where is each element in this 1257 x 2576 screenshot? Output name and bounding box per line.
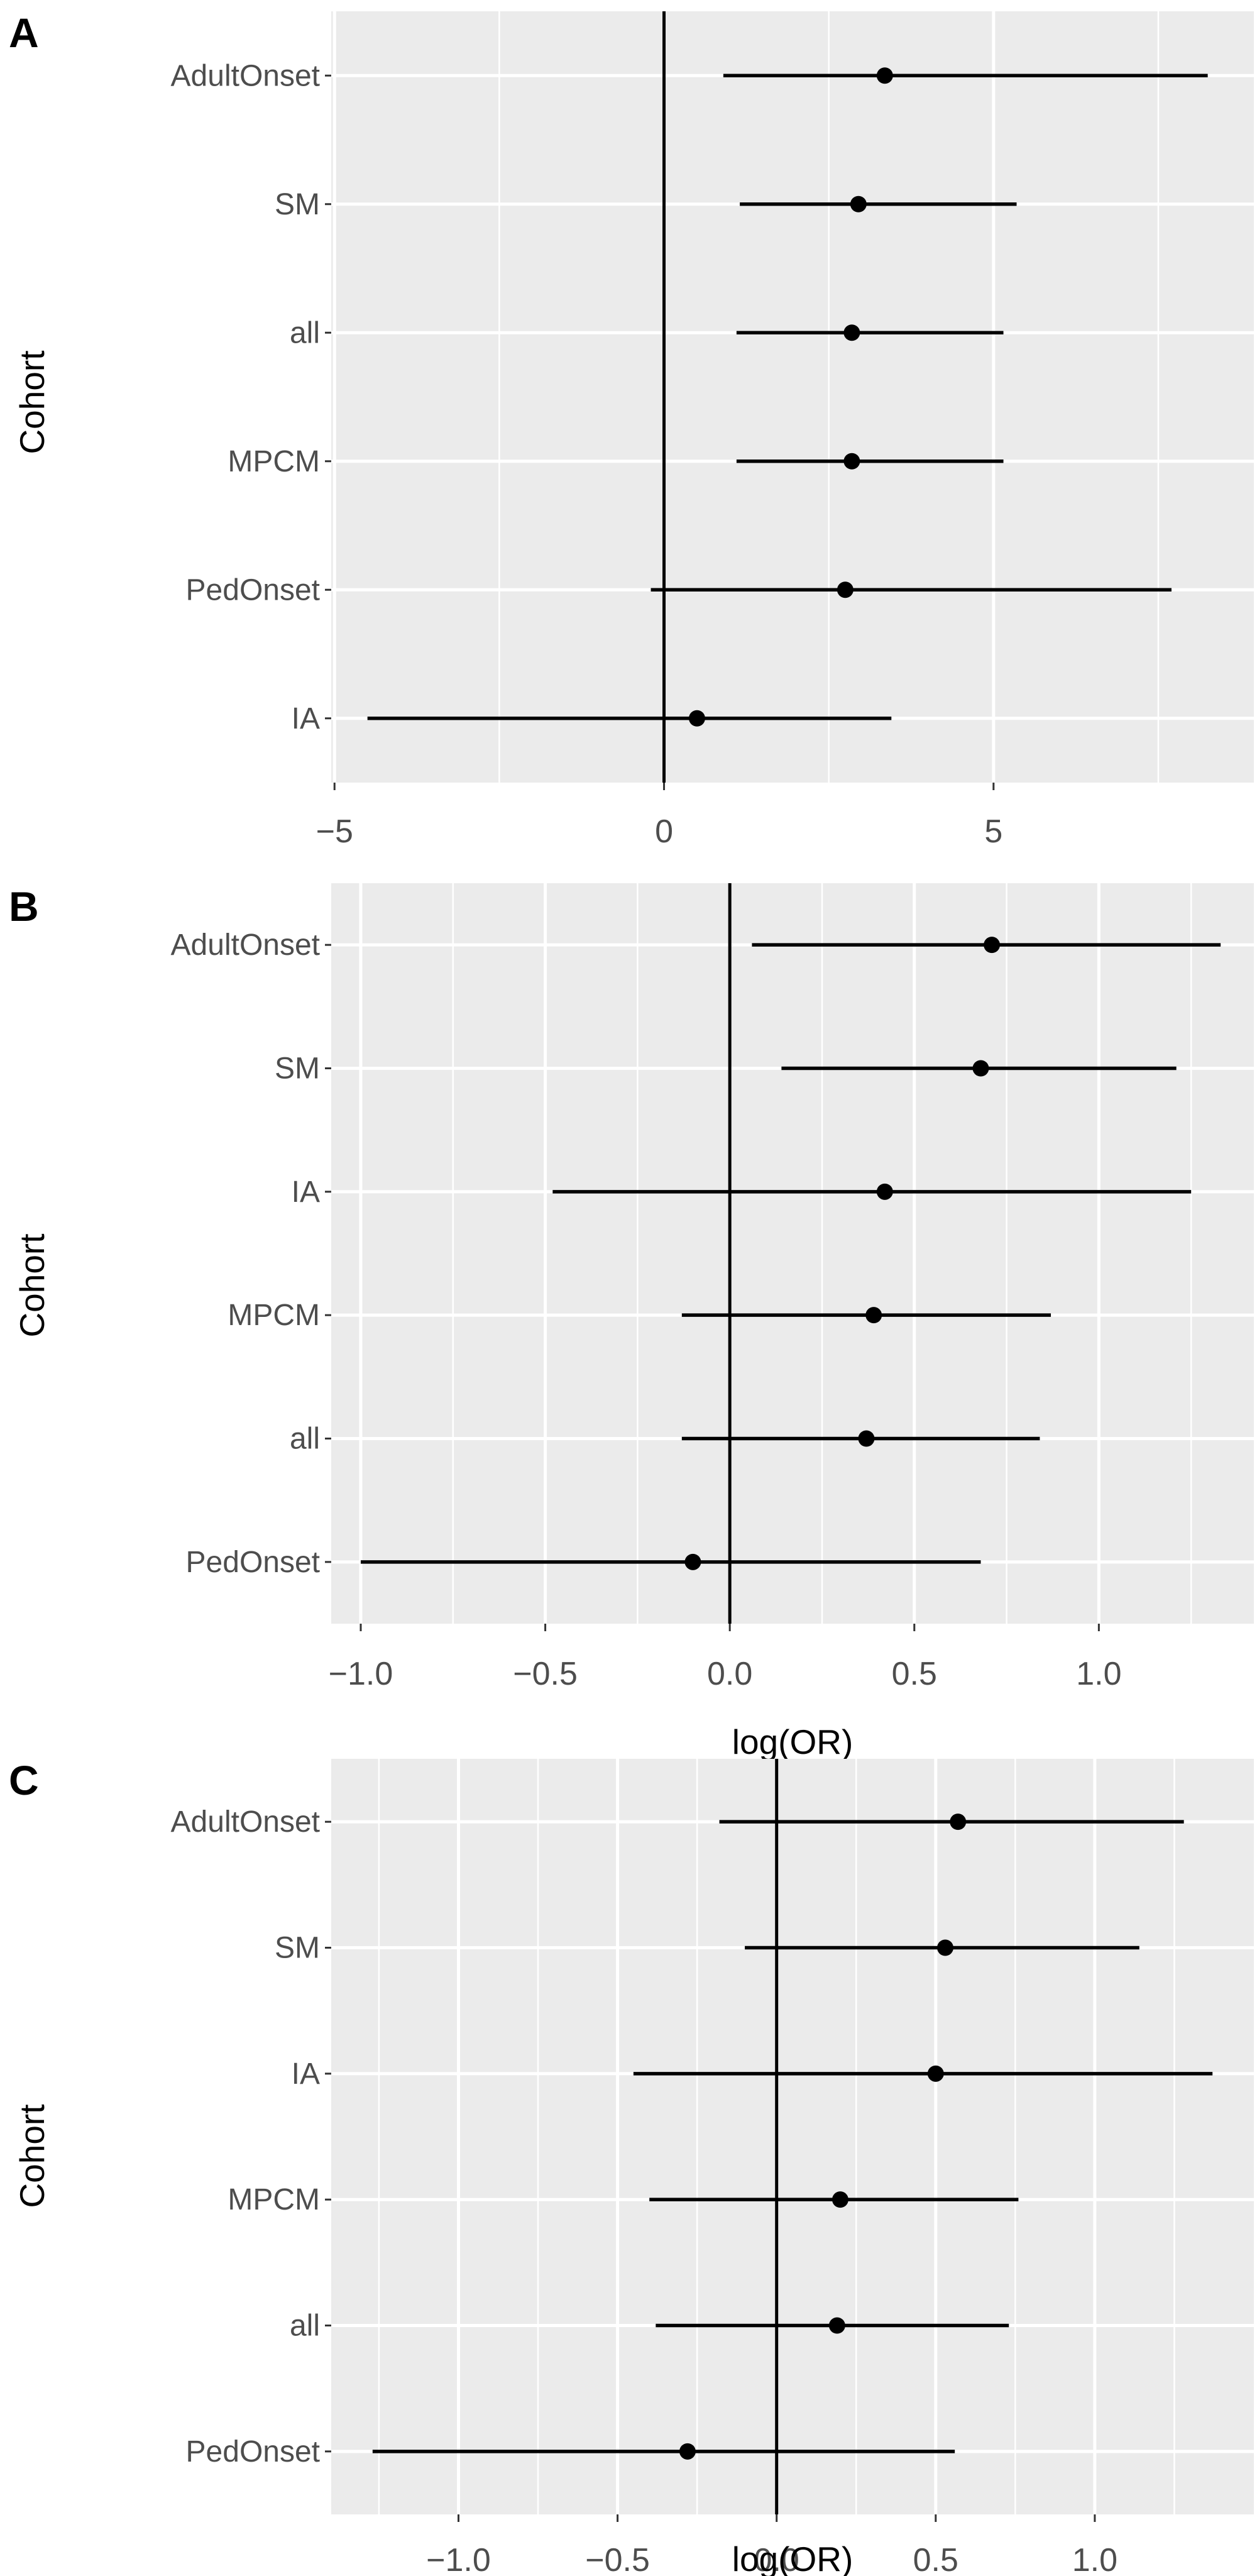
y-axis-title: Cohort [13, 2104, 52, 2208]
panel-c: AdultOnset SM IA MPCM all PedOnset −1.0 −0.5 0.0… [9, 1757, 1254, 2576]
x-tick-label: 0 [655, 813, 673, 850]
point-estimate-all [828, 2317, 845, 2334]
point-estimate-mpcm [865, 1307, 882, 1324]
x-tick-label: −0.5 [585, 2542, 650, 2576]
point-estimate-sm [972, 1060, 989, 1077]
plot-background [331, 1759, 1254, 2514]
point-estimate-ia [927, 2065, 944, 2082]
y-tick-label: AdultOnset [171, 1805, 320, 1839]
x-tick-label: −1.0 [329, 1656, 393, 1692]
y-tick-label: IA [292, 2057, 320, 2091]
point-estimate-pedonset [684, 1553, 701, 1570]
y-tick-label: PedOnset [186, 573, 320, 607]
point-estimate-all [858, 1430, 875, 1447]
x-axis-title: log(OR) [732, 1722, 854, 1761]
point-estimate-adultonset [876, 67, 893, 84]
y-tick-label: AdultOnset [171, 59, 320, 92]
point-estimate-mpcm [832, 2191, 848, 2208]
x-tick-label: 0.5 [892, 1656, 937, 1692]
x-tick-label: 1.0 [1076, 1656, 1121, 1692]
y-tick-label: SM [275, 1932, 320, 1965]
y-axis-title: Cohort [13, 1233, 52, 1337]
y-tick-label: all [290, 2309, 320, 2343]
y-tick-label: AdultOnset [171, 928, 320, 962]
y-tick-label: PedOnset [186, 1546, 320, 1579]
x-tick-label: −5 [316, 813, 353, 850]
x-tick-label: −0.5 [513, 1656, 578, 1692]
y-tick-label: all [290, 1423, 320, 1456]
panel-letter: C [9, 1757, 39, 1803]
point-estimate-ia [876, 1183, 893, 1200]
y-tick-label: all [290, 316, 320, 350]
point-estimate-all [843, 324, 860, 341]
y-tick-label: MPCM [228, 2183, 320, 2216]
point-estimate-sm [936, 1939, 953, 1956]
panel-b: AdultOnset SM IA MPCM all PedOnset −1.0 −0.5 0.0… [9, 883, 1254, 1761]
y-tick-label: MPCM [228, 1299, 320, 1332]
x-tick-label: −1.0 [426, 2542, 491, 2576]
y-tick-label: SM [275, 1052, 320, 1086]
x-axis-title: log(OR) [732, 2540, 854, 2576]
x-tick-label: 0.5 [913, 2542, 958, 2576]
plot-background [331, 883, 1254, 1624]
y-tick-label: IA [292, 702, 320, 735]
point-estimate-ia [688, 710, 705, 727]
point-estimate-pedonset [837, 581, 854, 598]
point-estimate-pedonset [679, 2443, 696, 2460]
x-tick-label: 1.0 [1072, 2542, 1117, 2576]
y-tick-label: IA [292, 1175, 320, 1209]
y-tick-label: MPCM [228, 445, 320, 478]
point-estimate-adultonset [950, 1814, 967, 1830]
x-tick-label: 0.0 [754, 2542, 799, 2576]
point-estimate-adultonset [984, 937, 1001, 954]
x-tick-label: 0.0 [707, 1656, 752, 1692]
x-tick-label: 5 [984, 813, 1002, 850]
panel-a: AdultOnsetSMallMPCMPedOnsetIA−505log(OR)… [9, 9, 1254, 916]
panel-letter: B [9, 883, 39, 930]
point-estimate-sm [850, 195, 867, 212]
panel-letter: A [9, 9, 39, 56]
plot-background [331, 11, 1254, 783]
point-estimate-mpcm [843, 453, 860, 470]
y-tick-label: PedOnset [186, 2435, 320, 2469]
y-tick-label: SM [275, 188, 320, 221]
y-axis-title: Cohort [13, 350, 52, 454]
